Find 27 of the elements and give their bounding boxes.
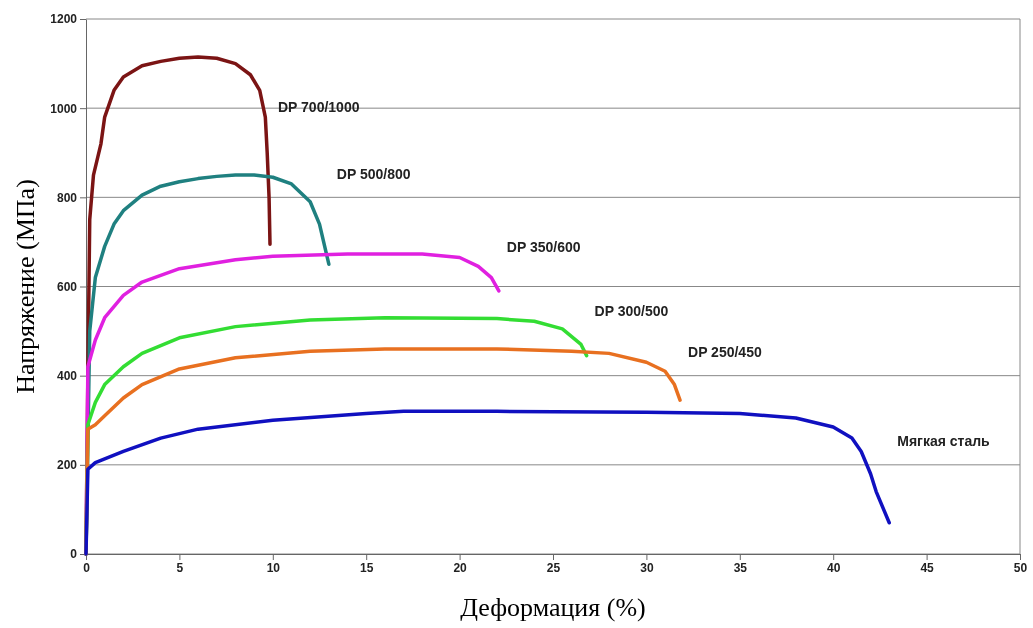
y-tick-label: 800 bbox=[56, 190, 78, 205]
series-label: DP 350/600 bbox=[506, 239, 581, 256]
y-tick-label: 1000 bbox=[50, 101, 78, 116]
y-tick-label: 600 bbox=[56, 279, 78, 294]
x-tick-label: 45 bbox=[920, 560, 935, 575]
text: DP 500/800 bbox=[336, 165, 411, 182]
x-tick-label: 10 bbox=[266, 560, 281, 575]
text: Мягкая сталь bbox=[897, 433, 991, 450]
y-tick-label: 200 bbox=[56, 458, 78, 473]
x-tick-label: 25 bbox=[546, 560, 561, 575]
y-tick-label: 1200 bbox=[50, 12, 78, 27]
line-series bbox=[84, 409, 891, 556]
x-tick-label: 5 bbox=[176, 560, 184, 575]
y-axis-title: Напряжение (МПа) bbox=[11, 179, 40, 394]
x-tick-label: 30 bbox=[640, 560, 654, 575]
series-label: DP 700/1000 bbox=[278, 98, 360, 115]
x-axis-title: Деформация (%) bbox=[460, 593, 646, 622]
series-label: DP 250/450 bbox=[688, 344, 762, 361]
x-tick-label: 35 bbox=[733, 560, 748, 575]
x-tick-label: 15 bbox=[360, 560, 374, 575]
y-tick-label: 400 bbox=[56, 369, 78, 384]
x-tick-label: 0 bbox=[83, 560, 91, 575]
text: DP 300/500 bbox=[594, 303, 669, 320]
x-tick-label: 50 bbox=[1013, 560, 1028, 575]
y-tick-label: 0 bbox=[70, 547, 78, 562]
x-tick-label: 40 bbox=[827, 560, 841, 575]
x-tick-label: 20 bbox=[453, 560, 468, 575]
